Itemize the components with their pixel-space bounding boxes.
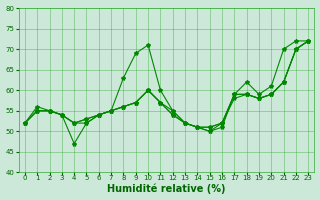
X-axis label: Humidité relative (%): Humidité relative (%) <box>107 184 226 194</box>
